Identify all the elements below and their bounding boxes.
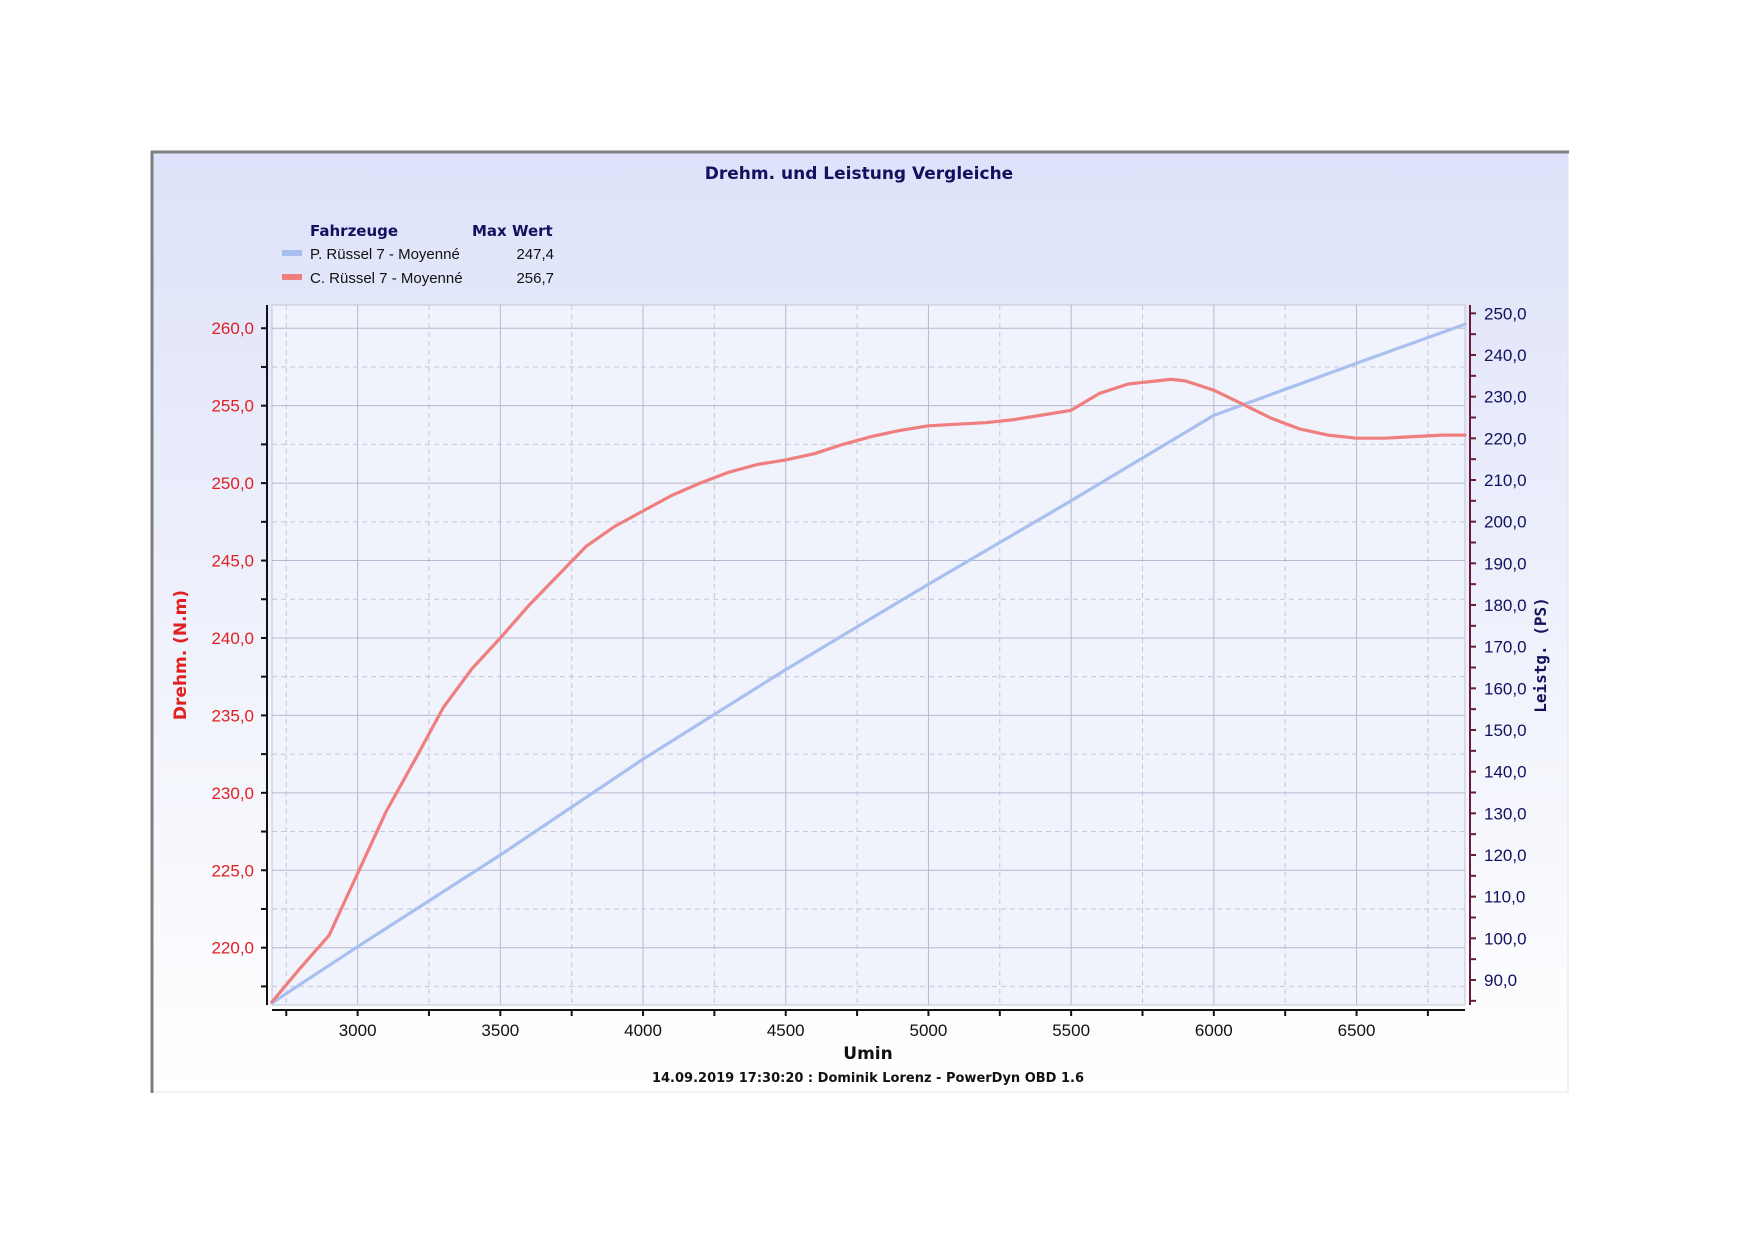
axes: [261, 305, 1476, 1016]
y-left-tick-label: 255,0: [211, 397, 254, 416]
legend-label-series-1: P. Rüssel 7 - Moyenné: [310, 246, 460, 263]
y-right-tick-label: 170,0: [1484, 638, 1527, 657]
y-right-tick-label: 140,0: [1484, 763, 1527, 782]
x-tick-label: 3000: [339, 1021, 377, 1040]
grid: [272, 305, 1465, 1005]
y-right-tick-label: 110,0: [1484, 888, 1525, 907]
y-right-tick-label: 250,0: [1484, 304, 1527, 323]
series-line-2: [270, 377, 1467, 1004]
y-left-tick-label: 240,0: [211, 629, 254, 648]
y-left-tick-label: 220,0: [211, 939, 254, 958]
x-tick-label: 3500: [481, 1021, 519, 1040]
y-right-tick-label: 100,0: [1484, 929, 1527, 948]
y-left-tick-label: 225,0: [211, 861, 254, 880]
y-right-tick-label: 200,0: [1484, 513, 1527, 532]
y-right-tick-label: 210,0: [1484, 471, 1527, 490]
tick-labels: 3000 3500 4000 4500 5000 5500 6000 6500 220,0 225…: [211, 304, 1526, 1040]
chart-footer: 14.09.2019 17:30:20 : Dominik Lorenz - P…: [652, 1071, 1084, 1086]
y-right-tick-label: 230,0: [1484, 388, 1527, 407]
y-right-tick-label: 240,0: [1484, 346, 1527, 365]
x-axis-title: Umin: [843, 1044, 892, 1064]
y-left-tick-label: 250,0: [211, 474, 254, 493]
y-left-tick-label: 235,0: [211, 706, 254, 725]
series-line-1: [270, 322, 1467, 1005]
legend-swatch-series-1: [282, 250, 302, 256]
legend-label-series-2: C. Rüssel 7 - Moyenné: [310, 270, 463, 287]
x-tick-label: 4000: [624, 1021, 662, 1040]
x-tick-label: 5000: [910, 1021, 948, 1040]
y-left-tick-label: 245,0: [211, 552, 254, 571]
x-tick-label: 6500: [1338, 1021, 1376, 1040]
y-right-tick-label: 180,0: [1484, 596, 1527, 615]
x-tick-label: 4500: [767, 1021, 805, 1040]
y-right-tick-label: 120,0: [1484, 846, 1527, 865]
y-left-tick-label: 260,0: [211, 319, 254, 338]
y-left-tick-label: 230,0: [211, 784, 254, 803]
y-right-tick-label: 160,0: [1484, 679, 1527, 698]
series: [270, 322, 1467, 1005]
y-right-tick-label: 90,0: [1484, 971, 1517, 990]
x-tick-label: 6000: [1195, 1021, 1233, 1040]
legend-value-series-1: 247,4: [516, 246, 554, 263]
legend-header-value: Max Wert: [472, 222, 553, 240]
y-right-tick-label: 220,0: [1484, 429, 1527, 448]
x-tick-label: 5500: [1052, 1021, 1090, 1040]
legend-swatch-series-2: [282, 274, 302, 280]
chart-title: Drehm. und Leistung Vergleiche: [705, 164, 1013, 184]
y-axis-left-title: Drehm. (N.m): [171, 590, 191, 720]
plot-area: [271, 304, 1466, 1006]
y-right-tick-label: 150,0: [1484, 721, 1527, 740]
legend-header-name: Fahrzeuge: [310, 222, 398, 240]
y-right-tick-label: 130,0: [1484, 804, 1527, 823]
legend-value-series-2: 256,7: [516, 270, 554, 287]
y-right-tick-label: 190,0: [1484, 554, 1527, 573]
legend: Fahrzeuge Max Wert P. Rüssel 7 - Moyenné…: [282, 222, 554, 287]
y-axis-right-title: Leistg. (PS): [1531, 597, 1550, 713]
